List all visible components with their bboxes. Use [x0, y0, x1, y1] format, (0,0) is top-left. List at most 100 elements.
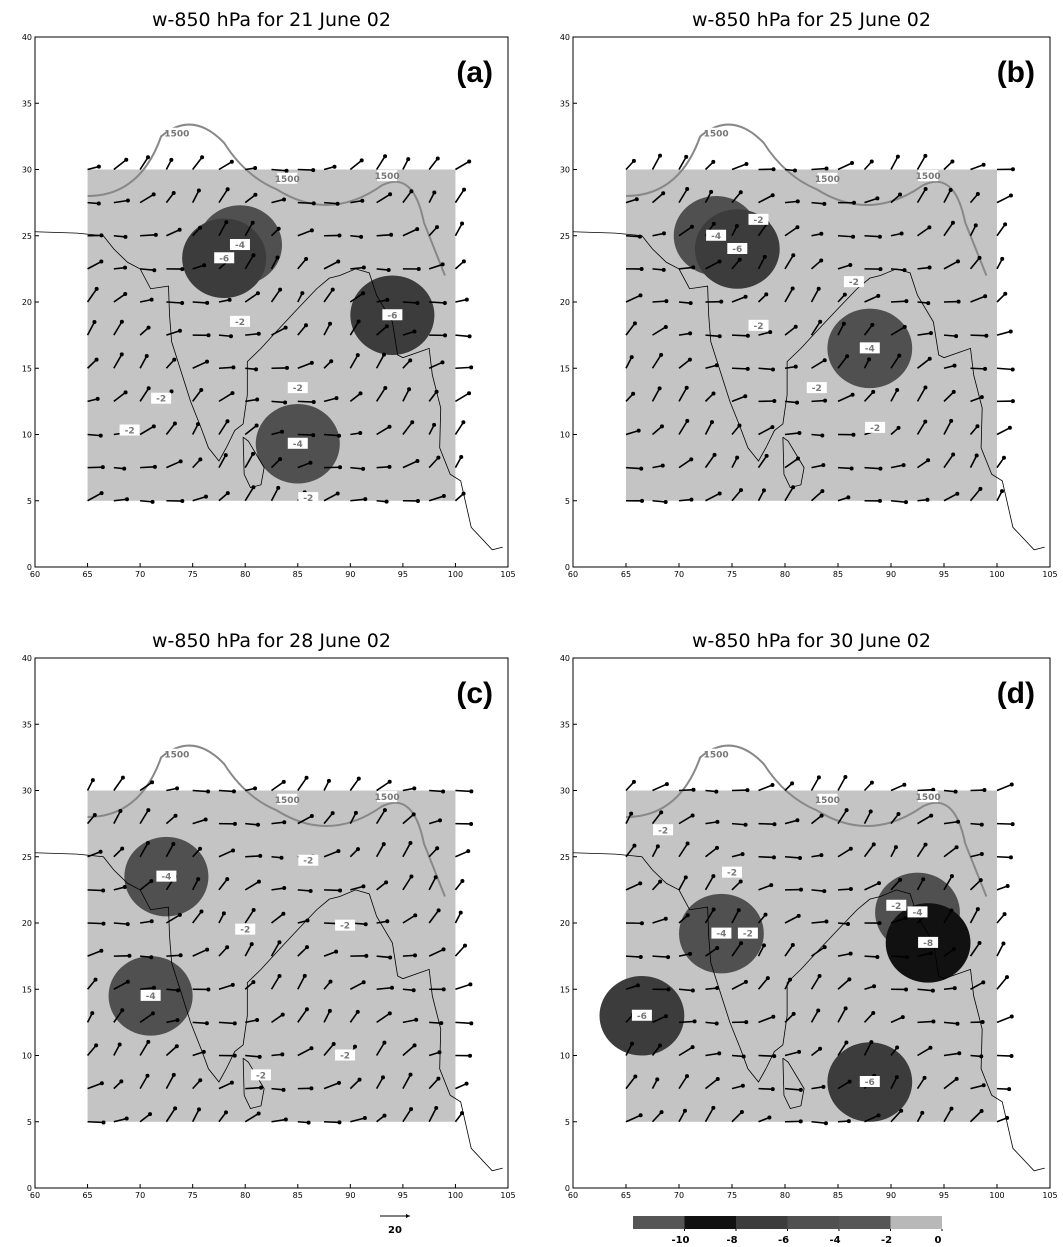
wind-arrowhead: [632, 321, 637, 326]
wind-arrowhead: [225, 187, 230, 192]
contour-label-bg: [748, 319, 769, 331]
colorbar-label: -2: [881, 1235, 892, 1246]
wind-arrow: [652, 326, 667, 336]
wind-arrowhead: [638, 881, 643, 886]
wind-arrowhead: [277, 974, 282, 979]
wind-arrow: [428, 263, 443, 270]
wind-arrow: [271, 198, 285, 204]
wind-arrowhead: [893, 845, 898, 850]
wind-arrowhead: [251, 980, 256, 985]
wind-arrowhead: [714, 1021, 719, 1026]
wind-arrowhead: [458, 910, 463, 915]
contour-label-bg: [918, 936, 939, 948]
wind-arrowhead: [637, 234, 642, 239]
wind-arrowhead: [798, 887, 803, 892]
wind-arrowhead: [982, 788, 987, 793]
y-tick-label: 35: [22, 99, 32, 108]
wind-arrowhead: [335, 491, 340, 496]
wind-arrow: [757, 455, 768, 469]
wind-arrow: [837, 952, 851, 957]
contour-label: -8: [923, 939, 933, 949]
wind-arrow: [678, 843, 689, 858]
wind-arrowhead: [332, 164, 337, 169]
wind-arrow: [166, 229, 180, 237]
wind-arrow: [402, 330, 415, 336]
wind-arrowhead: [711, 391, 716, 396]
wind-arrowhead: [895, 388, 900, 393]
wind-arrow: [455, 983, 471, 991]
wind-arrowhead: [824, 919, 829, 924]
wind-arrow: [837, 466, 852, 470]
wind-arrowhead: [309, 814, 314, 819]
wind-arrow: [837, 776, 847, 791]
wind-arrowhead: [118, 808, 123, 813]
x-tick-label: 75: [188, 1191, 198, 1200]
wind-arrow: [349, 159, 363, 171]
wind-arrowhead: [436, 455, 441, 460]
wind-arrowhead: [206, 789, 211, 794]
wind-arrow: [139, 1041, 150, 1056]
wind-arrowhead: [101, 921, 106, 926]
wind-arrowhead: [439, 1021, 444, 1026]
wind-arrowhead: [795, 400, 800, 405]
wind-arrow: [811, 920, 827, 924]
wind-arrow: [455, 1082, 467, 1090]
wind-arrowhead: [659, 424, 664, 429]
wind-arrowhead: [383, 154, 388, 159]
wind-arrow: [916, 387, 927, 402]
wind-arrow: [784, 486, 794, 502]
wind-arrowhead: [149, 297, 154, 302]
wind-arrow: [323, 201, 338, 205]
wind-arrow: [784, 944, 794, 957]
wind-arrow: [810, 776, 820, 791]
wind-arrowhead: [715, 986, 720, 991]
wind-arrow: [270, 458, 281, 469]
wind-arrowhead: [441, 494, 446, 499]
wind-arrowhead: [981, 1083, 986, 1088]
wind-arrow: [917, 266, 930, 270]
wind-arrowhead: [851, 432, 856, 437]
wind-arrow: [943, 1078, 958, 1090]
wind-arrowhead: [196, 422, 201, 427]
wind-arrow: [784, 457, 799, 469]
wind-arrowhead: [926, 301, 931, 306]
wind-arrow: [166, 301, 183, 304]
wind-arrowhead: [925, 497, 930, 502]
wind-arrowhead: [768, 330, 773, 335]
wind-arrow: [376, 1012, 391, 1024]
wind-arrowhead: [414, 1017, 419, 1022]
wind-arrowhead: [123, 292, 128, 297]
wind-arrowhead: [201, 1049, 206, 1054]
wind-arrowhead: [819, 231, 824, 236]
wind-arrowhead: [869, 780, 874, 785]
wind-arrow: [428, 1107, 437, 1123]
wind-arrowhead: [229, 159, 234, 164]
wind-arrow: [86, 979, 97, 990]
contour-label-bg: [653, 824, 674, 836]
wind-arrow: [890, 326, 906, 336]
wind-arrowhead: [336, 259, 341, 264]
wind-arrow: [166, 954, 181, 957]
wind-arrow: [863, 843, 875, 858]
panel-title: w-850 hPa for 28 June 02: [152, 630, 391, 652]
wind-arrow: [810, 490, 823, 502]
y-tick-label: 0: [27, 563, 32, 572]
wind-arrowhead: [196, 877, 201, 882]
wind-arrowhead: [225, 877, 230, 882]
wind-arrowhead: [149, 919, 154, 924]
wind-arrowhead: [459, 454, 464, 459]
wind-arrow: [758, 426, 773, 436]
wind-arrowhead: [206, 987, 211, 992]
wind-arrow: [890, 193, 901, 204]
wind-arrowhead: [467, 159, 472, 164]
wind-arrowhead: [282, 820, 287, 825]
wind-arrowhead: [90, 1011, 95, 1016]
wind-arrow: [455, 392, 470, 403]
wind-arrowhead: [232, 1021, 237, 1026]
wind-arrowhead: [387, 424, 392, 429]
wind-arrowhead: [738, 879, 743, 884]
y-tick-label: 35: [560, 99, 570, 108]
wind-arrow: [917, 358, 931, 369]
wind-arrowhead: [230, 982, 235, 987]
wind-arrowhead: [406, 157, 411, 162]
